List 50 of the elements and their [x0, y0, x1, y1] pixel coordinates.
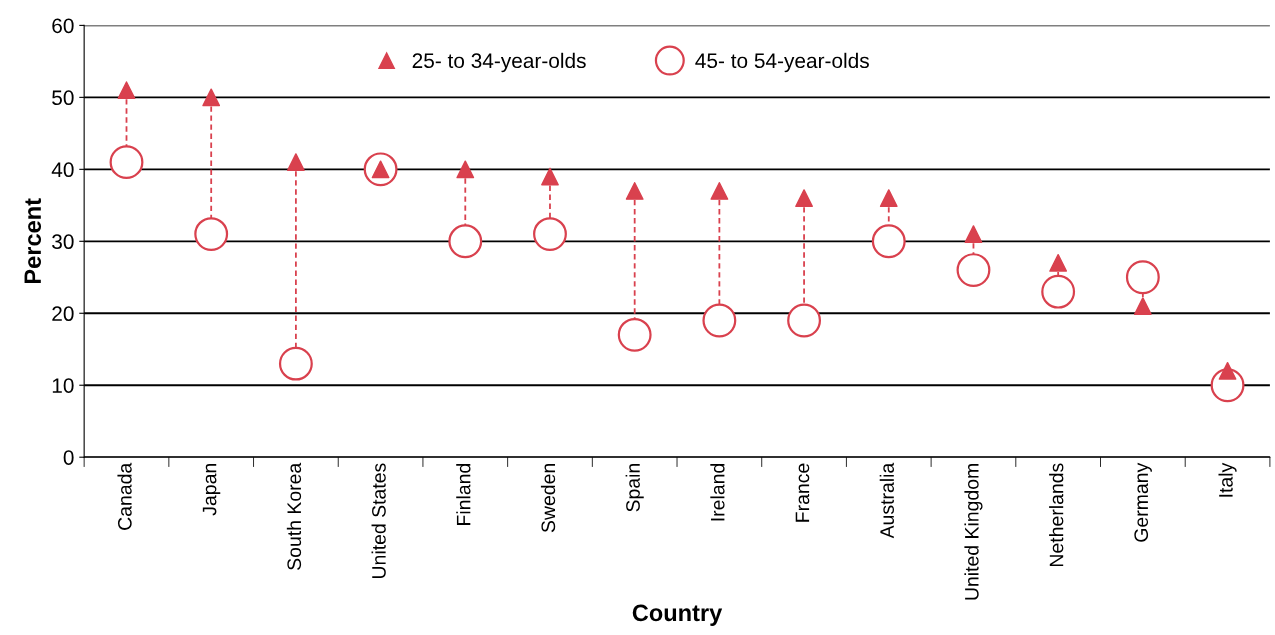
point — [117, 81, 136, 100]
point — [109, 145, 144, 180]
y-tick-label: 0 — [63, 450, 74, 465]
point — [533, 217, 567, 252]
point — [1218, 361, 1237, 380]
y-tick-label: 20 — [52, 306, 74, 322]
x-tick-label: South Korea — [286, 462, 302, 570]
point — [787, 303, 822, 338]
x-tick-label: United States — [371, 463, 386, 578]
point — [879, 189, 898, 208]
y-tick-label: 40 — [51, 162, 74, 178]
x-tick-label: Netherlands — [1049, 463, 1064, 566]
x-tick-label: Australia — [879, 462, 894, 539]
y-tick-label: 50 — [52, 90, 74, 106]
point — [1133, 297, 1152, 315]
point — [625, 182, 644, 200]
point — [1049, 253, 1068, 272]
x-tick-label: Finland — [456, 464, 471, 525]
x-tick-label: Sweden — [540, 464, 556, 533]
point — [278, 346, 313, 381]
point — [1125, 260, 1160, 295]
point — [956, 253, 991, 288]
point — [194, 217, 229, 252]
point — [795, 189, 813, 208]
point — [871, 224, 906, 259]
y-tick-label: 60 — [52, 18, 74, 34]
point — [202, 88, 221, 107]
x-tick-label: Germany — [1134, 462, 1152, 542]
x-tick-label: Spain — [625, 464, 644, 512]
y-axis-title: Percent — [24, 198, 42, 284]
x-tick-label: Canada — [117, 462, 132, 530]
x-tick-label: Ireland — [710, 464, 725, 521]
point — [702, 303, 737, 338]
point — [617, 317, 652, 352]
point — [541, 167, 559, 186]
x-axis-title: Country — [632, 604, 723, 626]
x-tick-label: Japan — [202, 464, 221, 516]
point — [710, 182, 729, 200]
point — [456, 160, 475, 179]
x-tick-label: France — [795, 463, 810, 522]
point — [964, 225, 983, 244]
point — [448, 224, 483, 259]
y-tick-label: 30 — [52, 234, 74, 250]
point — [1041, 274, 1076, 309]
point — [286, 153, 305, 172]
legend-label: 45- to 54-year-olds — [695, 52, 869, 73]
y-tick-label: 10 — [52, 378, 74, 393]
x-tick-label: Italy — [1218, 462, 1237, 497]
x-tick-label: United Kingdom — [964, 464, 983, 600]
legend-label: 25- to 34-year-olds — [412, 52, 586, 73]
